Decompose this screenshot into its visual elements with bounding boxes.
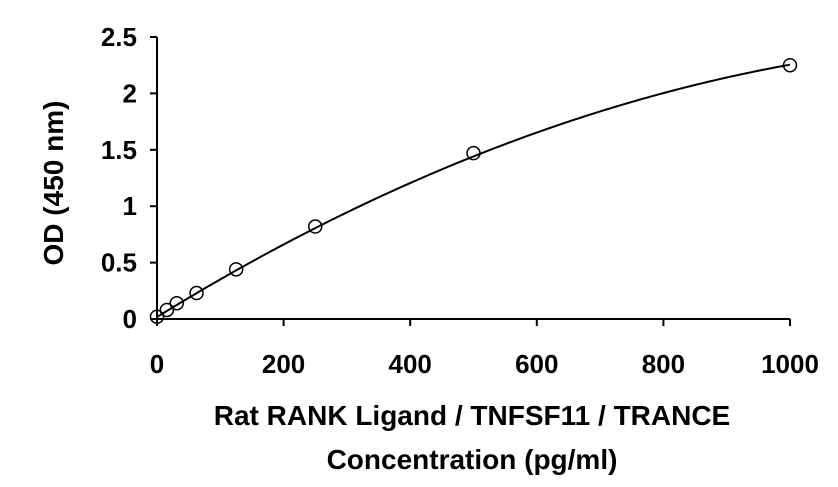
y-tick-label: 1.5 bbox=[101, 135, 137, 165]
x-axis-title-line2: Concentration (pg/ml) bbox=[327, 444, 618, 475]
y-axis: 0 0.5 1 1.5 2 2.5 bbox=[101, 22, 158, 334]
y-tick-label: 2.5 bbox=[101, 22, 137, 52]
y-tick-label: 1 bbox=[123, 191, 137, 221]
y-tick-label: 0 bbox=[123, 304, 137, 334]
data-points bbox=[149, 57, 798, 324]
y-axis-title: OD (450 nm) bbox=[38, 101, 69, 266]
data-point bbox=[169, 295, 185, 311]
data-point bbox=[466, 145, 481, 161]
x-tick-label: 0 bbox=[150, 349, 164, 379]
data-point bbox=[149, 309, 165, 324]
data-point bbox=[189, 285, 204, 301]
data-point bbox=[308, 219, 323, 234]
x-tick-label: 1000 bbox=[761, 349, 819, 379]
x-tick-label: 400 bbox=[389, 349, 432, 379]
y-tick-label: 2 bbox=[123, 78, 137, 108]
y-tick-label: 0.5 bbox=[101, 248, 137, 278]
x-axis: 0 200 400 600 800 1000 bbox=[150, 318, 819, 379]
x-axis-title-line1: Rat RANK Ligand / TNFSF11 / TRANCE bbox=[214, 400, 730, 431]
fit-curve bbox=[156, 63, 791, 318]
x-tick-label: 600 bbox=[515, 349, 558, 379]
x-tick-label: 800 bbox=[642, 349, 685, 379]
data-point bbox=[159, 302, 175, 318]
data-point bbox=[782, 57, 798, 73]
data-point bbox=[228, 262, 244, 277]
fit-curve-group bbox=[156, 63, 791, 318]
x-tick-label: 200 bbox=[262, 349, 305, 379]
